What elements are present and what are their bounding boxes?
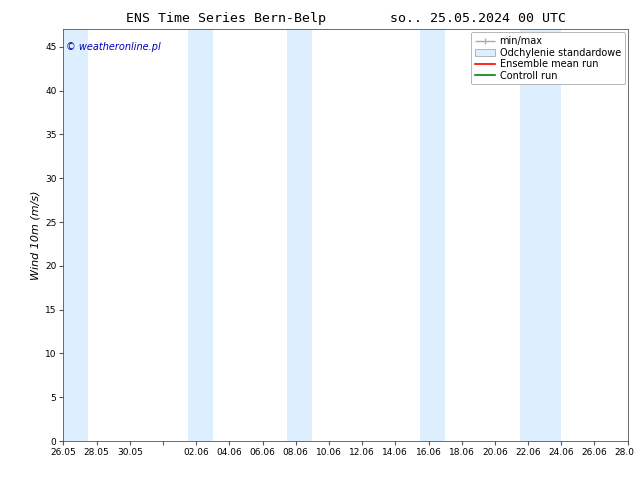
Bar bbox=[420, 29, 445, 441]
Bar bbox=[520, 29, 561, 441]
Y-axis label: Wind 10m (m/s): Wind 10m (m/s) bbox=[31, 191, 41, 280]
Legend: min/max, Odchylenie standardowe, Ensemble mean run, Controll run: min/max, Odchylenie standardowe, Ensembl… bbox=[472, 32, 624, 84]
Bar bbox=[287, 29, 313, 441]
Bar bbox=[188, 29, 213, 441]
Text: © weatheronline.pl: © weatheronline.pl bbox=[66, 42, 161, 52]
Bar bbox=[63, 29, 88, 441]
Title: ENS Time Series Bern-Belp        so.. 25.05.2024 00 UTC: ENS Time Series Bern-Belp so.. 25.05.202… bbox=[126, 12, 566, 25]
